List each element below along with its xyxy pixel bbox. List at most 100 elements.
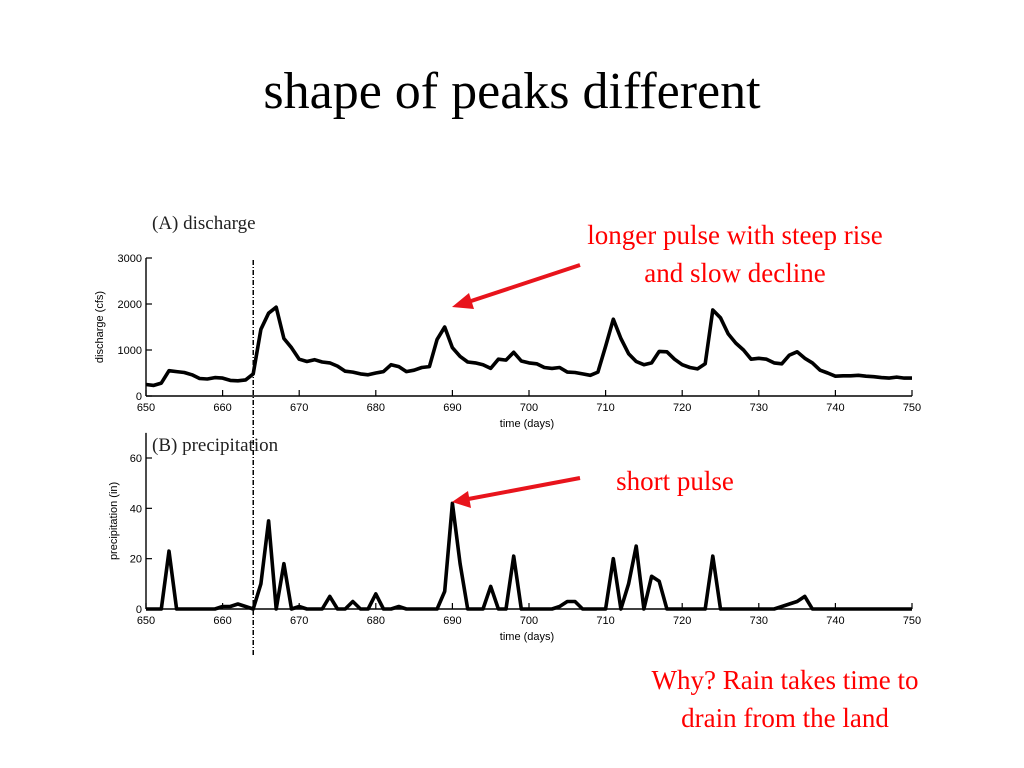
annotation-long-pulse-line-2: and slow decline	[644, 258, 826, 288]
discharge-y-tick-label: 3000	[118, 253, 142, 265]
discharge-data-point	[505, 359, 507, 361]
discharge-data-point	[727, 333, 729, 335]
precipitation-data-point	[613, 558, 615, 560]
precipitation-data-point	[651, 576, 653, 578]
precipitation-data-point	[597, 608, 599, 610]
discharge-data-point	[260, 329, 262, 331]
precipitation-data-point	[904, 608, 906, 610]
precipitation-data-point	[743, 608, 745, 610]
precipitation-data-point	[796, 601, 798, 603]
discharge-x-tick-label: 680	[367, 402, 385, 414]
precipitation-y-tick-label: 40	[130, 503, 142, 515]
precipitation-data-point	[475, 608, 477, 610]
discharge-data-point	[712, 309, 714, 311]
discharge-data-point	[658, 351, 660, 353]
discharge-series-line	[145, 305, 912, 388]
discharge-data-point	[559, 367, 561, 369]
discharge-x-tick-label: 650	[137, 402, 155, 414]
discharge-data-point	[720, 317, 722, 319]
precipitation-data-point	[406, 608, 408, 610]
discharge-data-point	[697, 368, 699, 370]
discharge-data-point	[429, 366, 431, 368]
precipitation-data-point	[498, 608, 500, 610]
precipitation-data-point	[352, 601, 354, 603]
precipitation-data-point	[467, 608, 469, 610]
discharge-panel: (A) discharge 0 1000 2000 3000 650 660 670 680 69…	[94, 213, 921, 430]
precipitation-data-point	[528, 608, 530, 610]
precipitation-data-point	[237, 603, 239, 605]
precipitation-x-tick-label: 700	[520, 615, 538, 627]
discharge-data-point	[161, 382, 163, 384]
discharge-data-point	[666, 351, 668, 353]
discharge-x-tick-label: 730	[750, 402, 768, 414]
precipitation-data-point	[321, 608, 323, 610]
precipitation-data-point	[214, 608, 216, 610]
discharge-data-point	[513, 352, 515, 354]
precipitation-x-tick-label: 710	[596, 615, 614, 627]
discharge-y-tick-label: 0	[136, 391, 142, 403]
discharge-data-point	[574, 372, 576, 374]
discharge-data-point	[168, 370, 170, 372]
precipitation-data-point	[329, 596, 331, 598]
precipitation-data-point	[536, 608, 538, 610]
precipitation-data-point	[635, 545, 637, 547]
discharge-data-point	[360, 373, 362, 375]
discharge-y-tick-label: 2000	[118, 299, 142, 311]
precipitation-data-point	[413, 608, 415, 610]
precipitation-data-point	[567, 601, 569, 603]
discharge-x-tick-label: 740	[826, 402, 844, 414]
precipitation-panel: (B) precipitation 0 20 40 60 650 660 670 680 690 7…	[108, 432, 921, 643]
precipitation-x-tick-label: 670	[290, 615, 308, 627]
discharge-data-point	[743, 349, 745, 351]
discharge-data-point	[482, 364, 484, 366]
precipitation-data-point	[865, 608, 867, 610]
discharge-data-point	[176, 371, 178, 373]
precipitation-data-point	[207, 608, 209, 610]
precipitation-data-point	[804, 596, 806, 598]
discharge-data-point	[475, 362, 477, 364]
precipitation-data-point	[674, 608, 676, 610]
discharge-data-point	[207, 378, 209, 380]
precipitation-data-point	[291, 608, 293, 610]
precipitation-y-tick-label: 0	[136, 604, 142, 616]
precipitation-data-point	[275, 608, 277, 610]
discharge-data-point	[521, 360, 523, 362]
discharge-data-point	[406, 371, 408, 373]
discharge-data-point	[635, 361, 637, 363]
discharge-data-point	[352, 371, 354, 373]
precipitation-data-point	[605, 608, 607, 610]
precipitation-x-tick-label: 720	[673, 615, 691, 627]
discharge-data-point	[191, 374, 193, 376]
precipitation-data-point	[513, 555, 515, 557]
discharge-data-point	[398, 366, 400, 368]
precipitation-data-point	[781, 606, 783, 608]
precipitation-data-point	[574, 601, 576, 603]
precipitation-series-line	[146, 501, 912, 611]
precipitation-data-point	[145, 608, 147, 610]
precipitation-y-tick-label: 60	[130, 453, 142, 465]
discharge-data-point	[145, 384, 147, 386]
precipitation-panel-label: (B) precipitation	[152, 435, 279, 456]
precipitation-data-point	[260, 583, 262, 585]
discharge-y-axis-title: discharge (cfs)	[94, 291, 106, 363]
precipitation-data-point	[582, 608, 584, 610]
discharge-data-point	[835, 375, 837, 377]
discharge-data-point	[796, 351, 798, 353]
precipitation-data-point	[643, 608, 645, 610]
precipitation-data-point	[375, 593, 377, 595]
precipitation-data-point	[360, 608, 362, 610]
precipitation-x-axis-title: time (days)	[500, 631, 554, 643]
precipitation-data-point	[222, 606, 224, 608]
arrow-short-pulse	[452, 476, 581, 508]
discharge-data-point	[681, 364, 683, 366]
annotation-why-line-2: drain from the land	[681, 703, 889, 733]
discharge-data-point	[367, 374, 369, 376]
discharge-data-point	[827, 372, 829, 374]
annotation-why-line-1: Why? Rain takes time to	[651, 665, 919, 695]
discharge-data-point	[888, 377, 890, 379]
precipitation-data-point	[429, 608, 431, 610]
discharge-data-point	[237, 380, 239, 382]
discharge-data-point	[643, 364, 645, 366]
precipitation-data-point	[896, 608, 898, 610]
